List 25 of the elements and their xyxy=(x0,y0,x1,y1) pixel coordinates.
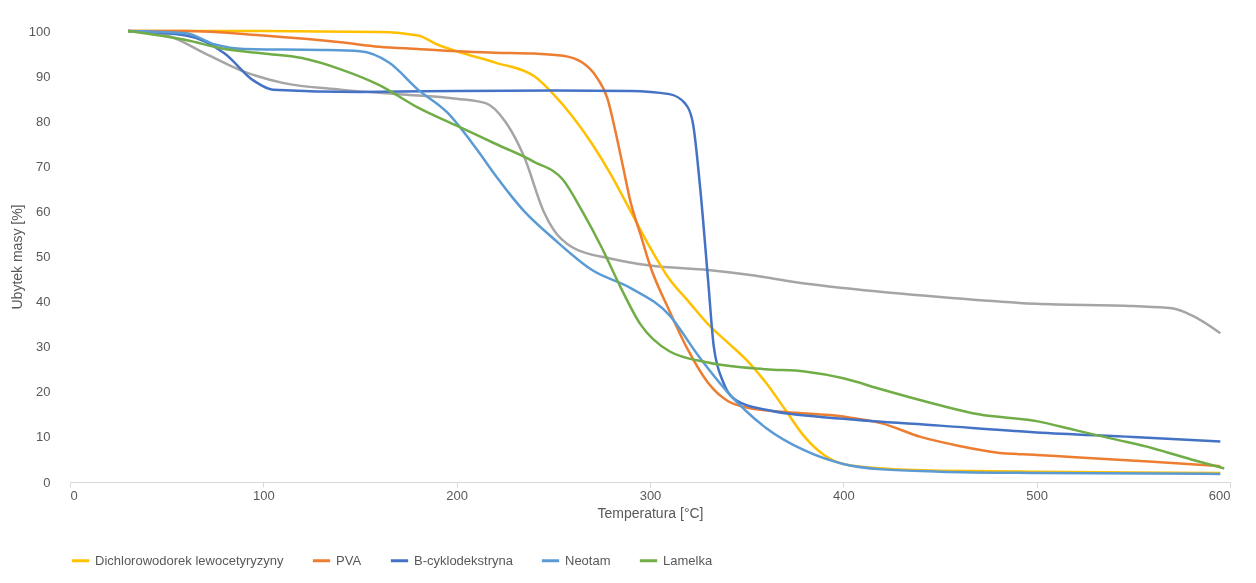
x-tick-label: 500 xyxy=(1026,487,1049,503)
y-tick-label: 0 xyxy=(43,474,51,490)
y-tick-label: 100 xyxy=(28,23,51,39)
x-tick-label: 200 xyxy=(446,487,469,503)
x-tick-label: 600 xyxy=(1208,487,1231,503)
x-tick-label: 400 xyxy=(832,487,855,503)
y-tick-label: 70 xyxy=(36,158,51,174)
x-tick-label: 100 xyxy=(252,487,275,503)
x-tick-label: 300 xyxy=(639,487,662,503)
y-tick-label: 50 xyxy=(36,249,51,264)
legend-label: PVA xyxy=(336,552,362,568)
legend-label: Lamelka xyxy=(663,552,713,568)
x-axis-title: Temperatura [°C] xyxy=(597,504,704,521)
y-tick-label: 90 xyxy=(36,68,51,84)
legend-label: B-cyklodekstryna xyxy=(414,552,514,568)
legend-label: Neotam xyxy=(565,552,611,568)
legend-label: Dichlorowodorek lewocetyryzyny xyxy=(95,552,285,568)
y-axis-title: Ubytek masy [%] xyxy=(8,204,25,310)
x-tick-label: 0 xyxy=(70,487,78,503)
y-tick-label: 80 xyxy=(36,113,51,129)
y-tick-label: 20 xyxy=(36,384,51,400)
y-tick-label: 30 xyxy=(36,339,51,355)
y-tick-label: 10 xyxy=(36,429,51,445)
y-tick-label: 60 xyxy=(36,203,51,219)
y-tick-label: 40 xyxy=(36,294,51,310)
